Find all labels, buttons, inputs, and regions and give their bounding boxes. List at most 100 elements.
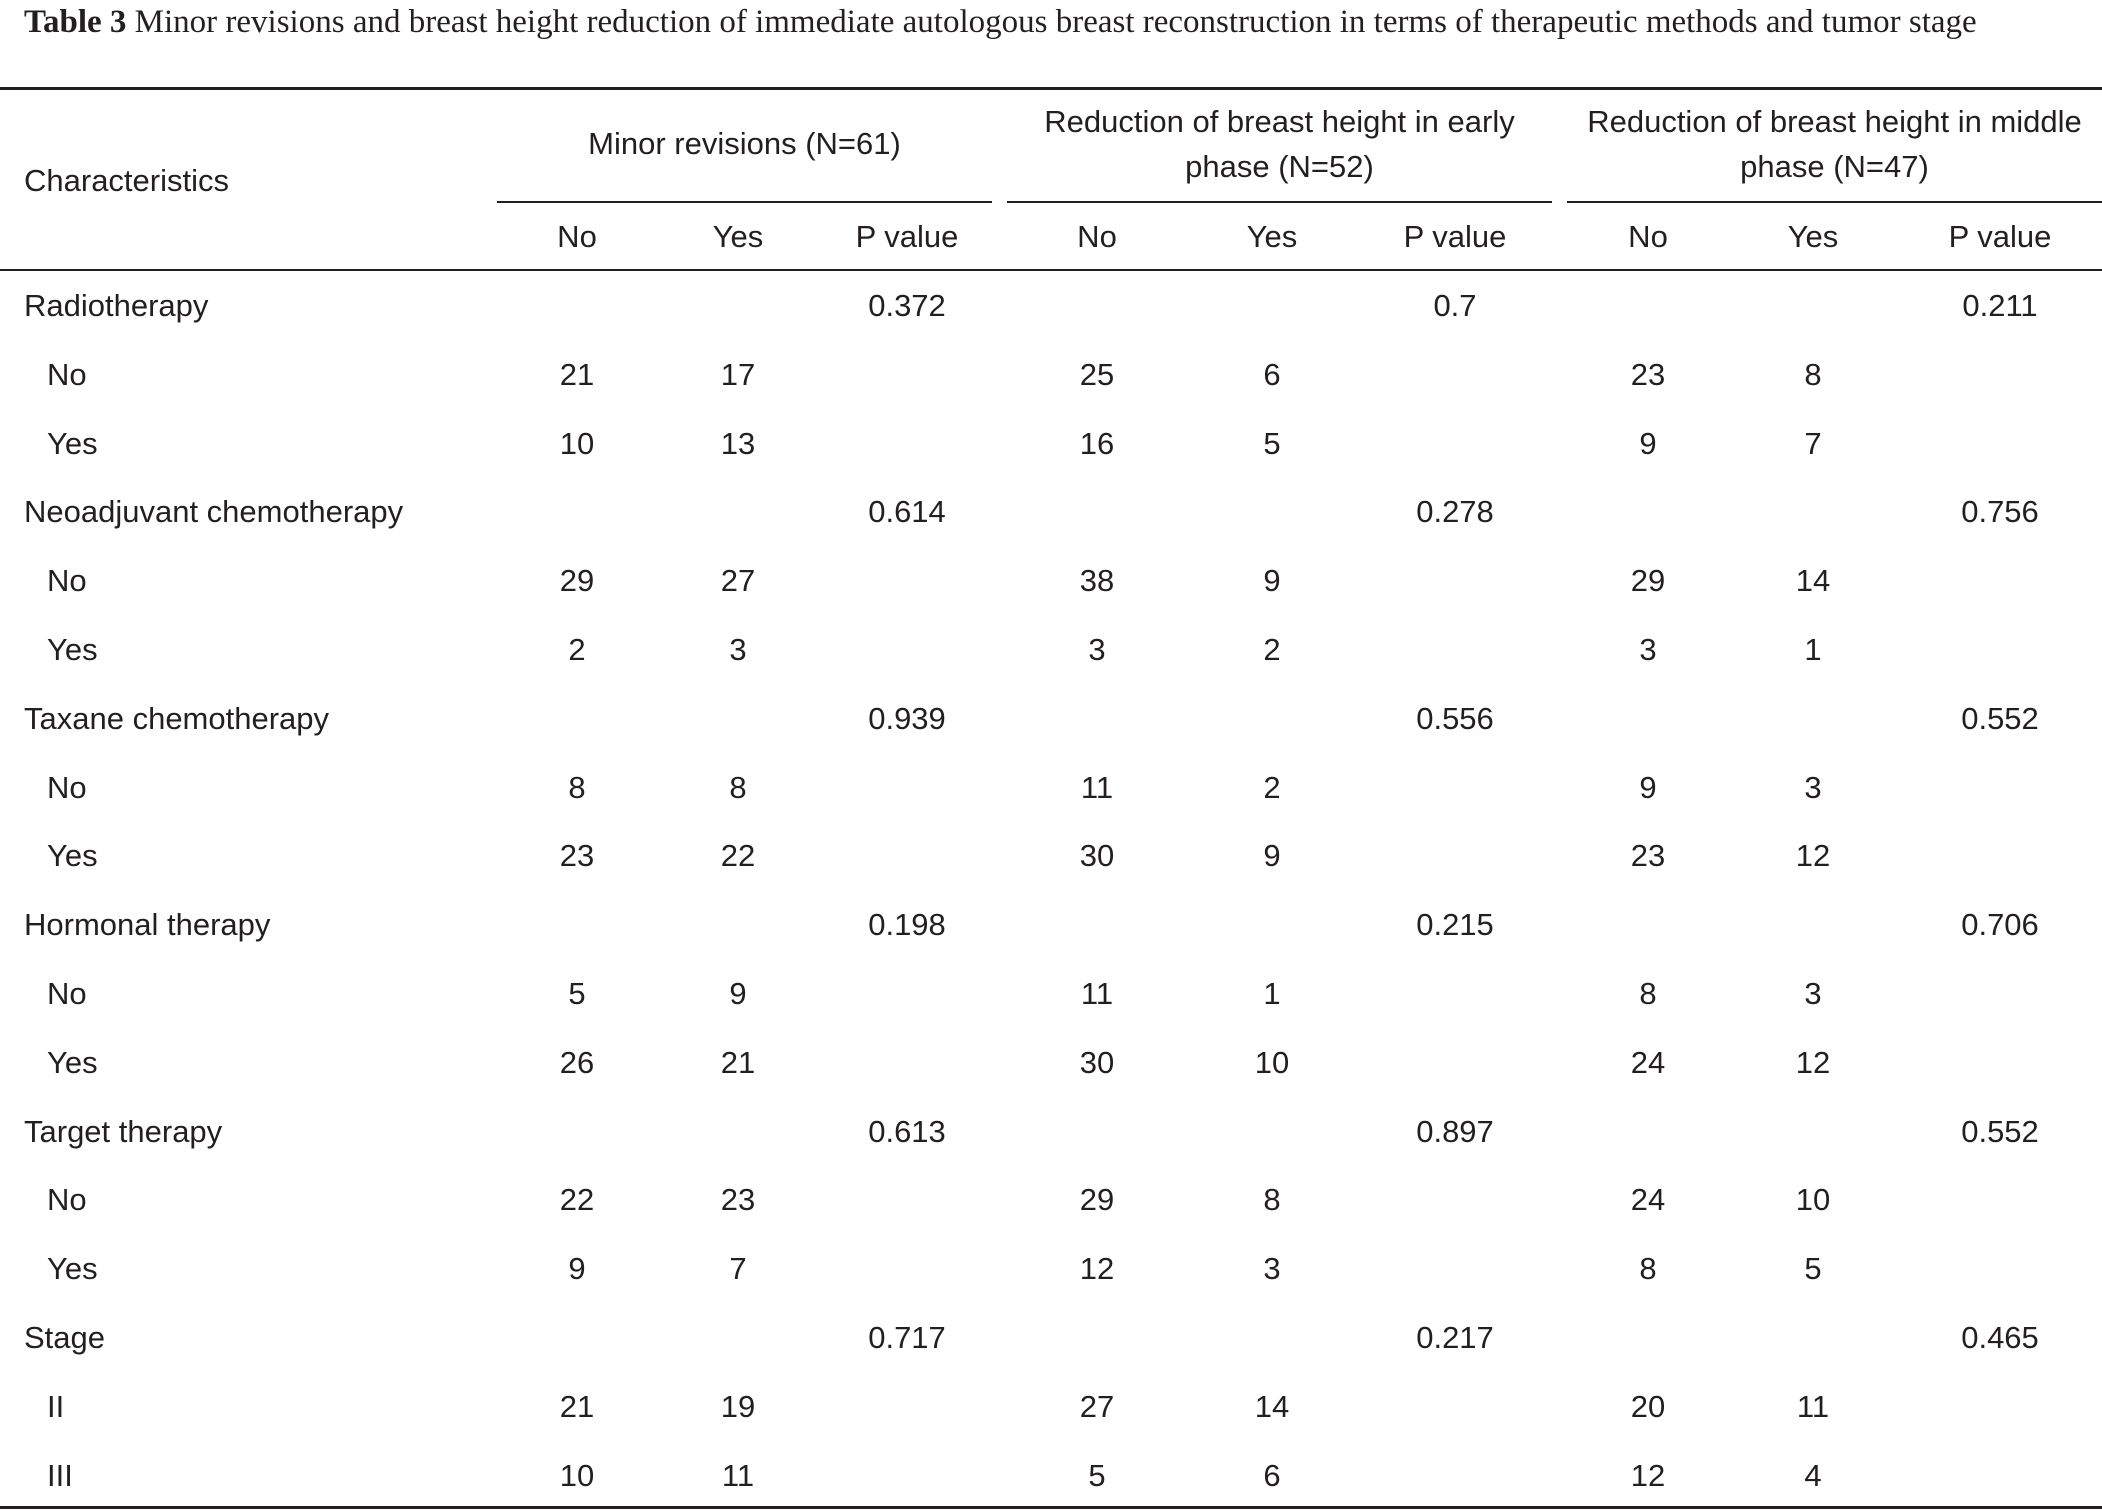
- row-sublabel: II: [47, 1389, 65, 1424]
- count-cell: 23: [720, 1182, 756, 1217]
- count-cell: 23: [1630, 838, 1666, 873]
- table-top-rule: [0, 87, 2102, 90]
- count-cell: 29: [1630, 563, 1666, 598]
- count-cell: 3: [1804, 976, 1822, 1011]
- count-cell: 7: [729, 1251, 747, 1286]
- count-cell: 26: [559, 1045, 595, 1080]
- count-cell: 16: [1079, 426, 1115, 461]
- header-group-early-phase: Reduction of breast height in early phas…: [1044, 104, 1515, 184]
- count-cell: 24: [1630, 1182, 1666, 1217]
- count-cell: 14: [1795, 563, 1831, 598]
- count-cell: 17: [720, 357, 756, 392]
- count-cell: 13: [720, 426, 756, 461]
- subheader-no: No: [1077, 219, 1117, 254]
- header-group-middle-phase: Reduction of breast height in middle pha…: [1587, 104, 2082, 184]
- subheader-no: No: [557, 219, 597, 254]
- count-cell: 2: [568, 632, 586, 667]
- count-cell: 9: [1263, 838, 1281, 873]
- row-sublabel: No: [47, 1182, 87, 1217]
- p-value-cell: 0.7: [1433, 288, 1477, 323]
- p-value-cell: 0.372: [868, 288, 946, 323]
- count-cell: 3: [1088, 632, 1106, 667]
- p-value-cell: 0.613: [868, 1114, 946, 1149]
- count-cell: 2: [1263, 632, 1281, 667]
- p-value-cell: 0.465: [1961, 1320, 2039, 1355]
- row-sublabel: No: [47, 770, 87, 805]
- p-value-cell: 0.706: [1961, 907, 2039, 942]
- count-cell: 29: [1079, 1182, 1115, 1217]
- p-value-cell: 0.198: [868, 907, 946, 942]
- count-cell: 2: [1263, 770, 1281, 805]
- row-sublabel: III: [47, 1458, 73, 1493]
- count-cell: 22: [559, 1182, 595, 1217]
- row-sublabel: Yes: [47, 426, 98, 461]
- p-value-cell: 0.939: [868, 701, 946, 736]
- count-cell: 5: [1263, 426, 1281, 461]
- count-cell: 21: [559, 1389, 595, 1424]
- count-cell: 11: [1796, 1389, 1830, 1424]
- count-cell: 5: [1088, 1458, 1106, 1493]
- header-group-rule-2: [1007, 201, 1552, 203]
- count-cell: 9: [1639, 426, 1657, 461]
- count-cell: 29: [559, 563, 595, 598]
- count-cell: 3: [1804, 770, 1822, 805]
- count-cell: 20: [1630, 1389, 1666, 1424]
- row-sublabel: Yes: [47, 838, 98, 873]
- subheader-yes: Yes: [1246, 219, 1298, 254]
- count-cell: 8: [1804, 357, 1822, 392]
- count-cell: 9: [1263, 563, 1281, 598]
- p-value-cell: 0.614: [868, 494, 946, 529]
- subheader-yes: Yes: [712, 219, 764, 254]
- count-cell: 10: [1254, 1045, 1290, 1080]
- count-cell: 3: [729, 632, 747, 667]
- count-cell: 12: [1795, 1045, 1831, 1080]
- count-cell: 8: [729, 770, 747, 805]
- count-cell: 12: [1079, 1251, 1115, 1286]
- table-caption-label: Table 3: [24, 4, 127, 40]
- row-sublabel: Yes: [47, 632, 98, 667]
- count-cell: 4: [1804, 1458, 1822, 1493]
- count-cell: 21: [559, 357, 595, 392]
- p-value-cell: 0.897: [1416, 1114, 1494, 1149]
- count-cell: 14: [1254, 1389, 1290, 1424]
- subheader-yes: Yes: [1787, 219, 1839, 254]
- count-cell: 12: [1795, 838, 1831, 873]
- header-characteristics: Characteristics: [24, 163, 229, 198]
- count-cell: 11: [721, 1458, 755, 1493]
- table-bottom-rule: [0, 1506, 2102, 1509]
- count-cell: 27: [720, 563, 756, 598]
- count-cell: 8: [1263, 1182, 1281, 1217]
- p-value-cell: 0.717: [868, 1320, 946, 1355]
- p-value-cell: 0.278: [1416, 494, 1494, 529]
- count-cell: 7: [1804, 426, 1822, 461]
- count-cell: 22: [720, 838, 756, 873]
- row-label: Taxane chemotherapy: [24, 701, 330, 736]
- count-cell: 6: [1263, 1458, 1281, 1493]
- count-cell: 5: [568, 976, 586, 1011]
- count-cell: 23: [1630, 357, 1666, 392]
- p-value-cell: 0.211: [1962, 288, 2038, 323]
- p-value-cell: 0.217: [1416, 1320, 1494, 1355]
- subheader-p-value: P value: [1403, 219, 1507, 254]
- p-value-cell: 0.552: [1961, 701, 2039, 736]
- count-cell: 8: [1639, 1251, 1657, 1286]
- row-label: Neoadjuvant chemotherapy: [24, 494, 404, 529]
- count-cell: 27: [1079, 1389, 1115, 1424]
- subheader-p-value: P value: [855, 219, 959, 254]
- subheader-p-value: P value: [1948, 219, 2052, 254]
- subheader-no: No: [1628, 219, 1668, 254]
- count-cell: 8: [568, 770, 586, 805]
- count-cell: 19: [720, 1389, 756, 1424]
- row-label: Target therapy: [24, 1114, 223, 1149]
- header-group-rule-3: [1567, 201, 2102, 203]
- count-cell: 25: [1079, 357, 1115, 392]
- count-cell: 10: [559, 1458, 595, 1493]
- header-group-minor-revisions: Minor revisions (N=61): [588, 126, 901, 161]
- count-cell: 30: [1079, 1045, 1115, 1080]
- count-cell: 38: [1079, 563, 1115, 598]
- row-sublabel: No: [47, 563, 87, 598]
- count-cell: 21: [720, 1045, 756, 1080]
- row-label: Hormonal therapy: [24, 907, 271, 942]
- count-cell: 3: [1639, 632, 1657, 667]
- count-cell: 1: [1804, 632, 1822, 667]
